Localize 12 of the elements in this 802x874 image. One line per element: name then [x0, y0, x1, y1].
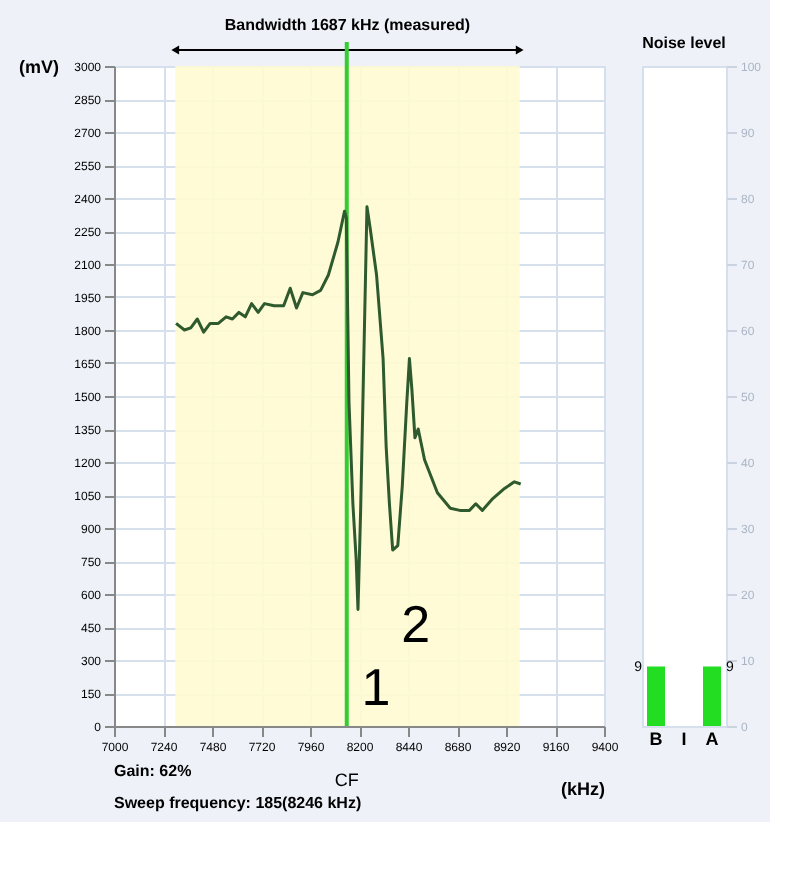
ref-line-label: CF [334, 770, 360, 790]
band-label: Bandwidth 1687 kHz (measured) [224, 16, 471, 34]
x-axis-title: (kHz) [561, 779, 605, 799]
x-tick-label: I [681, 729, 687, 749]
text: Gain: 62% [114, 762, 192, 780]
x-tick-label: B [649, 729, 664, 749]
annotation: 2 [401, 593, 431, 654]
text: Sweep frequency: 185(8246 kHz) [114, 794, 362, 812]
annotation: 1 [361, 657, 391, 718]
x-tick-label: A [705, 729, 720, 749]
y-axis-title: (mV) [19, 57, 59, 77]
chart-title: Noise level [642, 34, 726, 52]
